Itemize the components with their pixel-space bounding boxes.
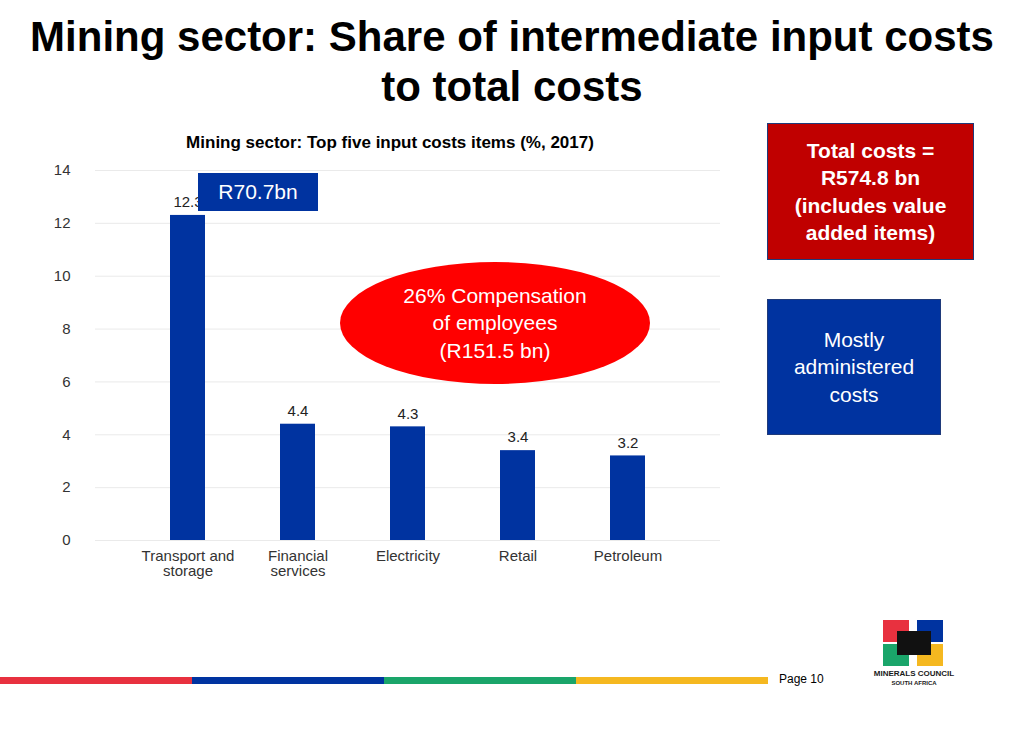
html-text:added items): added items) bbox=[805, 220, 936, 244]
svg-text:4.4: 4.4 bbox=[288, 402, 309, 419]
html-text:SOUTH AFRICA: SOUTH AFRICA bbox=[891, 680, 937, 686]
svg-text:4: 4 bbox=[62, 426, 70, 443]
svg-text:Electricity: Electricity bbox=[376, 547, 441, 564]
svg-text:2: 2 bbox=[62, 478, 70, 495]
html-text:MINERALS COUNCIL: MINERALS COUNCIL bbox=[873, 669, 955, 678]
html-text:administered: administered bbox=[793, 355, 915, 379]
html-text:(includes value: (includes value bbox=[794, 193, 947, 217]
html-text:Mining sector: Share of interm: Mining sector: Share of intermediate inp… bbox=[30, 13, 994, 111]
svg-text:Transport andstorage: Transport andstorage bbox=[142, 547, 235, 579]
svg-text:0: 0 bbox=[62, 531, 70, 548]
html-text:costs: costs bbox=[829, 382, 879, 406]
html-text:Mostly: Mostly bbox=[823, 328, 885, 351]
svg-text:14: 14 bbox=[54, 161, 71, 178]
svg-text:12: 12 bbox=[54, 214, 71, 231]
svg-text:3.2: 3.2 bbox=[618, 434, 639, 451]
html-text:(R151.5 bn): (R151.5 bn) bbox=[439, 338, 551, 362]
svg-text:4.3: 4.3 bbox=[398, 405, 419, 422]
svg-text:12.3: 12.3 bbox=[173, 193, 203, 211]
html-text:of employees: of employees bbox=[432, 311, 558, 335]
html-text:R574.8 bn: R574.8 bn bbox=[820, 166, 921, 190]
html-text:26% Compensation: 26% Compensation bbox=[403, 284, 587, 307]
html-text:R70.7bn: R70.7bn bbox=[218, 180, 298, 203]
svg-text:Petroleum: Petroleum bbox=[594, 547, 662, 564]
svg-text:Financialservices: Financialservices bbox=[268, 547, 328, 579]
svg-text:Retail: Retail bbox=[499, 547, 537, 564]
svg-text:10: 10 bbox=[54, 267, 71, 284]
svg-text:3.4: 3.4 bbox=[508, 428, 529, 445]
html-text:Total costs =: Total costs = bbox=[806, 138, 935, 162]
svg-text:8: 8 bbox=[62, 320, 70, 337]
html-text:Page 10: Page 10 bbox=[779, 672, 824, 686]
svg-text:6: 6 bbox=[62, 373, 70, 390]
html-text:Mining sector: Top five input: Mining sector: Top five input costs item… bbox=[186, 133, 594, 152]
